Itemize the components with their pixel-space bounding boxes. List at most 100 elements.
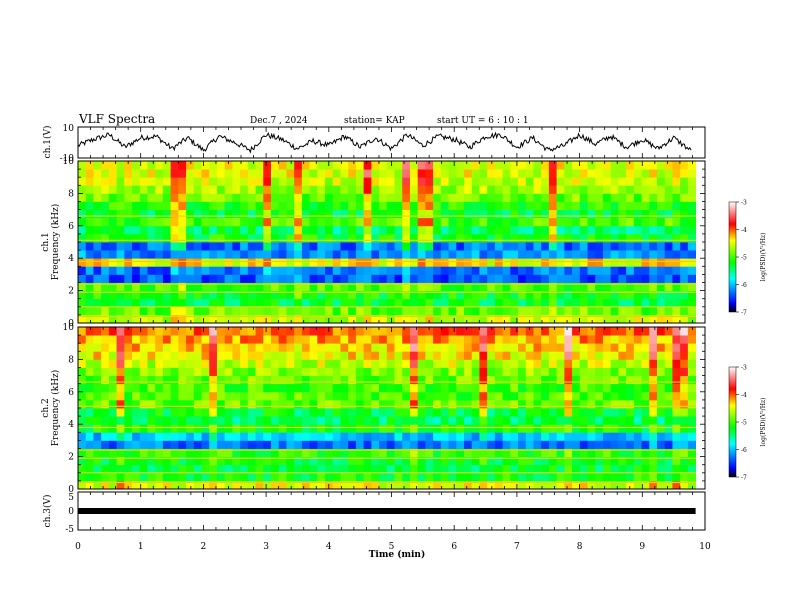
spectrogram-2-cell bbox=[510, 408, 519, 417]
spectrogram-1-cell bbox=[355, 306, 365, 316]
spectrogram-1-cell bbox=[286, 177, 295, 186]
spectrogram-2-cell bbox=[317, 327, 326, 336]
spectrogram-1-cell bbox=[587, 225, 596, 235]
spectrogram-1-cell bbox=[471, 177, 480, 186]
spectrogram-1-cell bbox=[232, 161, 241, 170]
spectrogram-1-cell bbox=[201, 217, 210, 227]
spectrogram-2-cell bbox=[294, 375, 303, 385]
spectrogram-2-cell bbox=[340, 448, 349, 457]
spectrogram-1-cell bbox=[170, 177, 179, 186]
spectrogram-2-cell bbox=[124, 480, 133, 490]
spectrogram-1-cell bbox=[657, 233, 666, 243]
spectrogram-1-cell bbox=[487, 185, 496, 194]
spectrogram-1-cell bbox=[541, 177, 550, 186]
spectrogram-2-cell bbox=[518, 472, 527, 482]
spectrogram-2-cell bbox=[556, 351, 565, 360]
spectrogram-2-cell bbox=[433, 464, 442, 474]
spectrogram-1-cell bbox=[672, 258, 681, 267]
colorbar-tick-label: -4 bbox=[741, 227, 747, 234]
spectrogram-1-cell bbox=[186, 209, 195, 219]
spectrogram-1-cell bbox=[633, 314, 642, 324]
spectrogram-2-cell bbox=[170, 375, 179, 385]
spectrogram-2-cell bbox=[108, 448, 117, 457]
spectrogram-2-cell bbox=[440, 375, 449, 385]
spectrogram-1-cell bbox=[417, 193, 426, 202]
spectrogram-2-cell bbox=[247, 383, 256, 393]
spectrogram-2-cell bbox=[216, 359, 226, 368]
spectrogram-1-cell bbox=[464, 282, 473, 291]
spectrogram-2-cell bbox=[394, 416, 403, 425]
spectrogram-1-cell bbox=[201, 314, 210, 324]
spectrogram-1-cell bbox=[687, 314, 696, 324]
spectrogram-1-cell bbox=[595, 314, 604, 324]
spectrogram-1-cell bbox=[425, 290, 434, 300]
spectrogram-1-cell bbox=[108, 201, 117, 210]
spectrogram-2-cell bbox=[216, 456, 226, 466]
spectrogram-1-cell bbox=[556, 290, 565, 300]
spectrogram-1-cell bbox=[348, 161, 357, 170]
spectrogram-2-cell bbox=[564, 383, 573, 393]
spectrogram-2-cell bbox=[479, 448, 488, 457]
spectrogram-1-cell bbox=[402, 217, 411, 227]
spectrogram-2-cell bbox=[332, 440, 341, 449]
spectrogram-2-cell bbox=[602, 456, 612, 466]
spectrogram-1-cell bbox=[216, 169, 226, 178]
spectrogram-2-cell bbox=[618, 335, 627, 344]
spectrogram-1-cell bbox=[433, 250, 442, 259]
spectrogram-2-cell bbox=[85, 335, 94, 344]
spectrogram-1-cell bbox=[78, 258, 87, 267]
spectrogram-2-cell bbox=[464, 343, 473, 352]
spectrogram-1-cell bbox=[271, 193, 280, 202]
spectrogram-2-cell bbox=[633, 391, 642, 401]
spectrogram-2-cell bbox=[301, 383, 310, 393]
spectrogram-1-cell bbox=[271, 250, 280, 259]
spectrogram-1-cell bbox=[425, 185, 434, 194]
spectrogram-2-cell bbox=[602, 448, 612, 457]
spectrogram-1-cell bbox=[93, 242, 102, 251]
spectrogram-1-cell bbox=[209, 274, 218, 283]
spectrogram-2-cell bbox=[317, 367, 326, 376]
spectrogram-1-cell bbox=[363, 314, 372, 324]
spectrogram-2-cell bbox=[363, 335, 372, 344]
spectrogram-2-cell bbox=[572, 480, 581, 490]
spectrogram-1-cell bbox=[394, 177, 403, 186]
spectrogram-2-cell bbox=[108, 375, 117, 385]
spectrogram-1-cell bbox=[93, 209, 102, 219]
spectrogram-2-cell bbox=[271, 416, 280, 425]
spectrogram-1-cell bbox=[332, 314, 341, 324]
spectrogram-1-cell bbox=[332, 201, 341, 210]
spectrogram-2-cell bbox=[301, 416, 310, 425]
ch3-waveform-panel: 5 0 -5 ch.3(V) bbox=[42, 491, 706, 535]
spectrogram-1-cell bbox=[340, 185, 349, 194]
spectrogram-2-cell bbox=[409, 367, 419, 376]
spectrogram-2-cell bbox=[425, 408, 434, 417]
spectrogram-2-cell bbox=[317, 424, 326, 433]
spectrogram-1-cell bbox=[564, 161, 573, 170]
spectrogram-2-cell bbox=[587, 359, 596, 368]
spectrogram-2-cell bbox=[672, 424, 681, 433]
spectrogram-1-cell bbox=[294, 274, 303, 283]
spectrogram-1-cell bbox=[409, 298, 419, 308]
spectrogram-1-cell bbox=[657, 274, 666, 283]
spectrogram-2-cell bbox=[572, 391, 581, 401]
spectrogram-2-cell bbox=[533, 456, 542, 466]
spectrogram-2-cell bbox=[301, 448, 310, 457]
colorbar-tick-label: -3 bbox=[741, 200, 747, 207]
spectrogram-2-cell bbox=[93, 416, 102, 425]
spectrogram-1-cell bbox=[687, 298, 696, 308]
spectrogram-1-cell bbox=[518, 185, 527, 194]
spectrogram-2-cell bbox=[93, 456, 102, 466]
spectrogram-1-cell bbox=[394, 217, 403, 227]
spectrogram-2-cell bbox=[255, 399, 264, 409]
spectrogram-1-cell bbox=[595, 266, 604, 275]
spectrogram-1-cell bbox=[209, 290, 218, 300]
colorbar-tick-label: -7 bbox=[741, 310, 747, 317]
spectrogram-2-cell bbox=[201, 464, 210, 474]
spectrogram-1-cell bbox=[479, 266, 488, 275]
spectrogram-2-cell bbox=[193, 416, 202, 425]
spectrogram-1-cell bbox=[348, 298, 357, 308]
spectrogram-1-cell bbox=[595, 258, 604, 267]
spectrogram-1-cell bbox=[162, 233, 172, 243]
spectrogram-2-cell bbox=[386, 424, 395, 433]
spectrogram-1-cell bbox=[124, 185, 133, 194]
